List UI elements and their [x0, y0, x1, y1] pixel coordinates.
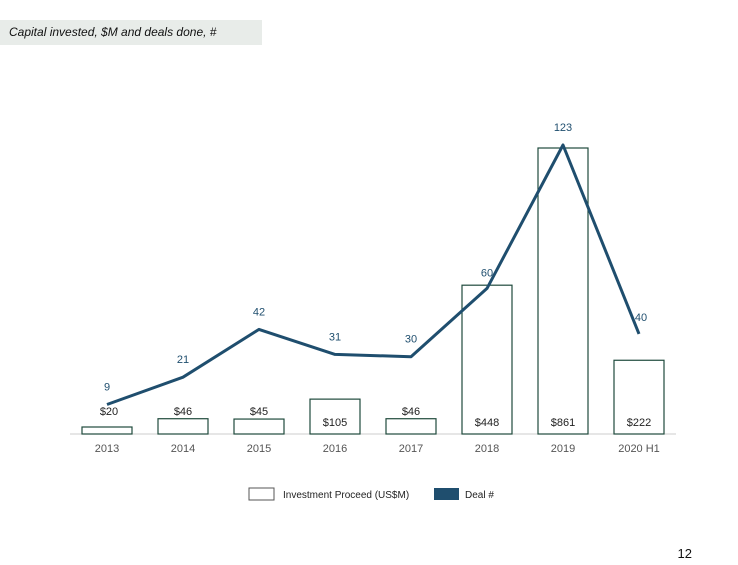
bar-2015 [233, 418, 285, 435]
deal-value-label: 9 [104, 382, 110, 394]
page-number: 12 [677, 546, 692, 561]
deal-value-label: 31 [329, 331, 341, 343]
page-title: Capital invested, $M and deals done, # [9, 25, 217, 39]
x-tick-label: 2014 [171, 443, 195, 455]
deal-line [106, 143, 641, 406]
legend-bar-label: Investment Proceed (US$M) [283, 490, 409, 501]
bar-2020-h1 [613, 359, 665, 435]
x-tick-label: 2013 [95, 443, 119, 455]
title-box: Capital invested, $M and deals done, # [0, 20, 262, 45]
bar-value-label: $222 [627, 417, 651, 429]
bar-value-label: $105 [323, 417, 347, 429]
x-tick-label: 2018 [475, 443, 499, 455]
bar-2017 [385, 418, 437, 435]
x-tick-label: 2020 H1 [618, 443, 660, 455]
deal-value-label: 40 [635, 312, 647, 324]
x-tick-label: 2019 [551, 443, 575, 455]
bar-value-label: $448 [475, 417, 499, 429]
deal-value-label: 123 [554, 122, 572, 134]
x-tick-label: 2017 [399, 443, 423, 455]
bar-value-label: $46 [174, 406, 192, 418]
deal-value-label: 42 [253, 306, 265, 318]
bar-2014 [157, 418, 209, 435]
legend-line-swatch [434, 488, 459, 500]
deal-value-label: 30 [405, 334, 417, 346]
bar-value-label: $45 [250, 406, 268, 418]
bar-2016 [309, 398, 361, 435]
deal-value-label: 21 [177, 354, 189, 366]
legend-line-label: Deal # [465, 490, 494, 501]
bar-value-label: $46 [402, 406, 420, 418]
x-tick-label: 2016 [323, 443, 347, 455]
bar-value-label: $861 [551, 417, 575, 429]
bar-value-label: $20 [100, 406, 118, 418]
bar-2018 [461, 284, 513, 435]
x-tick-label: 2015 [247, 443, 271, 455]
deal-value-label: 60 [481, 267, 493, 279]
legend-bar-swatch [248, 487, 275, 501]
bar-2013 [81, 426, 133, 435]
